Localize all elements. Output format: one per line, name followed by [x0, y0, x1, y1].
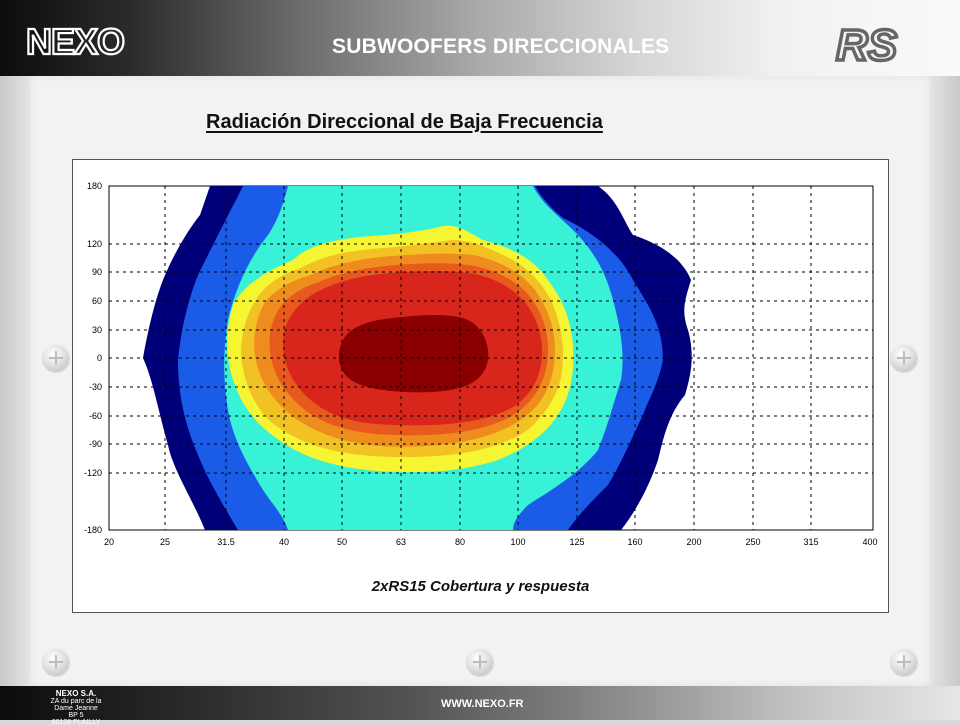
- svg-text:NEXO: NEXO: [26, 21, 124, 62]
- y-tick-label: -120: [84, 468, 102, 478]
- x-tick-label: 31.5: [217, 537, 235, 547]
- y-tick-label: -180: [84, 525, 102, 535]
- x-tick-label: 200: [686, 537, 701, 547]
- y-tick-label: -90: [89, 439, 102, 449]
- y-tick-label: -60: [89, 411, 102, 421]
- rs-logo: RS: [832, 18, 932, 72]
- company-info: NEXO S.A. ZA du parc de la Dame Jeanne B…: [50, 689, 102, 726]
- screw-icon: [43, 649, 69, 675]
- slide-title: Radiación Direccional de Baja Frecuencia: [206, 111, 603, 133]
- screw-icon: [467, 649, 493, 675]
- x-tick-label: 400: [862, 537, 877, 547]
- x-tick-label: 50: [337, 537, 347, 547]
- x-tick-label: 100: [510, 537, 525, 547]
- y-tick-label: 120: [87, 239, 102, 249]
- x-tick-label: 40: [279, 537, 289, 547]
- y-tick-label: -30: [89, 382, 102, 392]
- company-address-line: 60128 PLAILLY: [51, 719, 101, 726]
- nexo-logo: NEXO: [20, 14, 144, 66]
- x-tick-label: 315: [803, 537, 818, 547]
- y-tick-label: 180: [87, 181, 102, 191]
- svg-text:RS: RS: [836, 21, 897, 68]
- chart-caption: 2xRS15 Cobertura y respuesta: [371, 578, 590, 595]
- coverage-heatmap: 180 120 90 60 30 0 -30 -60 -90 -120 -180…: [84, 181, 878, 547]
- x-tick-label: 80: [455, 537, 465, 547]
- y-tick-label: 90: [92, 267, 102, 277]
- screw-icon: [43, 345, 69, 371]
- chart-frame: 180 120 90 60 30 0 -30 -60 -90 -120 -180…: [72, 159, 889, 613]
- x-tick-label: 125: [569, 537, 584, 547]
- header-title: SUBWOOFERS DIRECCIONALES: [332, 35, 670, 58]
- company-address-line: BP 5: [68, 712, 84, 719]
- y-tick-label: 30: [92, 325, 102, 335]
- y-tick-label: 60: [92, 296, 102, 306]
- x-tick-label: 20: [104, 537, 114, 547]
- contour-level-9: [338, 314, 489, 393]
- y-tick-label: 0: [97, 353, 102, 363]
- x-tick-label: 160: [627, 537, 642, 547]
- grid-lines: [109, 186, 873, 530]
- website-link[interactable]: WWW.NEXO.FR: [441, 698, 524, 710]
- x-tick-label: 63: [396, 537, 406, 547]
- x-tick-label: 25: [160, 537, 170, 547]
- company-address-line: ZA du parc de la Dame Jeanne: [50, 698, 102, 712]
- x-tick-label: 250: [745, 537, 760, 547]
- company-name: NEXO S.A.: [55, 689, 97, 698]
- screw-icon: [891, 345, 917, 371]
- header-bar: NEXO SUBWOOFERS DIRECCIONALES RS: [0, 0, 960, 76]
- screw-icon: [891, 649, 917, 675]
- footer-bar: NEXO S.A. ZA du parc de la Dame Jeanne B…: [0, 686, 960, 726]
